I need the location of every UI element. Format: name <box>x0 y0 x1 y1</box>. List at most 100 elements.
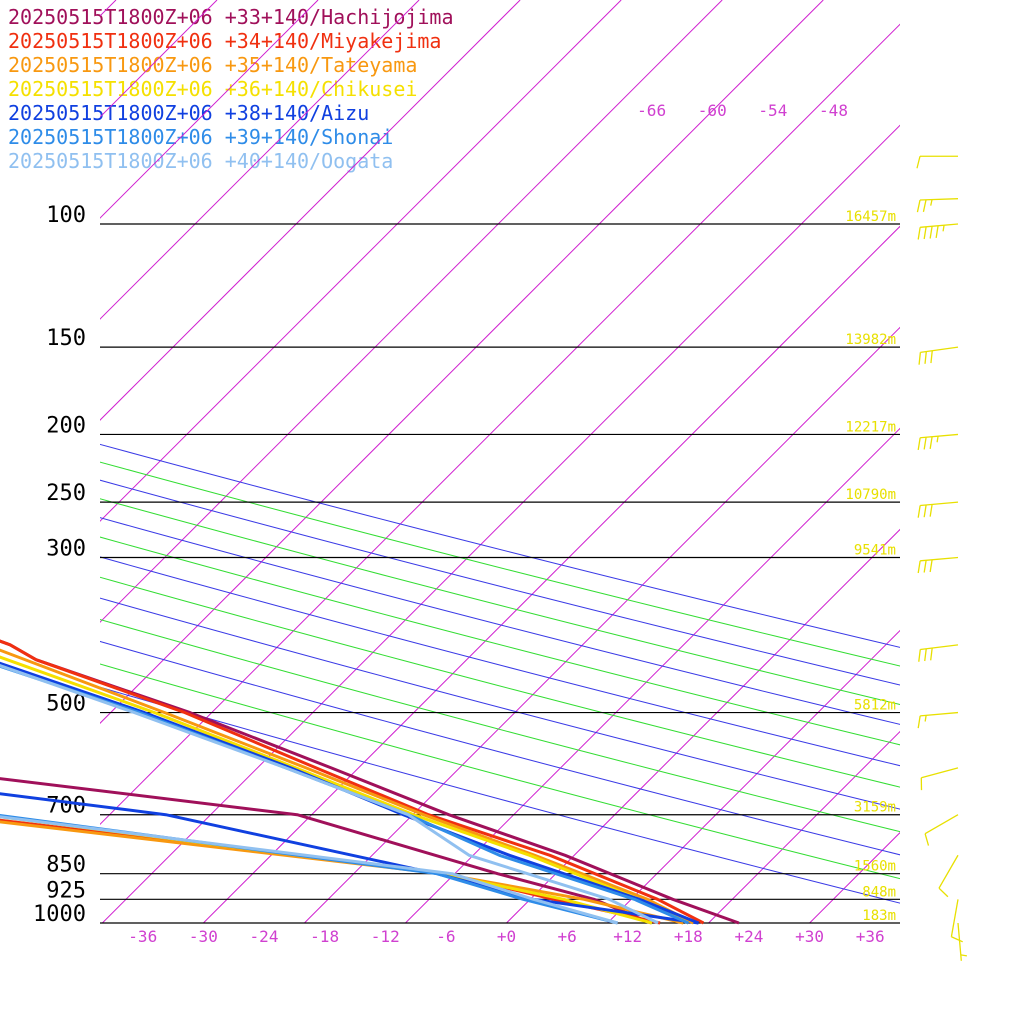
temperature-line-1 <box>0 639 705 925</box>
pressure-label: 150 <box>46 326 86 351</box>
dry-adiabat-line <box>100 618 900 833</box>
legend-entry-shonai: 20250515T1800Z+06 +39+140/Shonai <box>8 125 394 149</box>
dry-adiabat-line <box>100 686 900 904</box>
dry-adiabat-line <box>100 576 900 788</box>
chart-legend: 20250515T1800Z+06 +33+140/Hachijojima 20… <box>8 5 454 173</box>
dewpoint-line-5 <box>0 813 618 925</box>
isotherm-line <box>101 124 900 923</box>
isotherm-line <box>100 0 622 522</box>
temperature-line-2 <box>0 648 695 925</box>
dry-adiabat-line <box>100 443 900 648</box>
temperature-tick-label: +6 <box>557 927 576 946</box>
temperature-tick-label: +36 <box>856 927 885 946</box>
isotherm-line <box>100 0 420 320</box>
isotherm-line <box>203 225 900 923</box>
height-label: 3159m <box>854 800 896 816</box>
pressure-label: 700 <box>46 794 86 819</box>
temperature-tick-label: +24 <box>735 927 764 946</box>
temperature-tick-label: -36 <box>128 927 157 946</box>
wind-barb <box>916 198 959 213</box>
dewpoint-line-0 <box>0 777 652 925</box>
wind-barb <box>920 767 959 791</box>
dry-adiabat-line <box>100 640 900 856</box>
isotherm-line <box>809 831 900 923</box>
height-label: 10790m <box>845 487 896 503</box>
isotherm-top-label: -66 <box>637 101 666 120</box>
dewpoint-line-1 <box>0 818 661 925</box>
dewpoint-line-3 <box>0 815 653 925</box>
temperature-line-6 <box>0 664 659 925</box>
temperature-tick-label: -30 <box>189 927 218 946</box>
isotherm-top-label: -48 <box>819 101 848 120</box>
height-label: 183m <box>862 908 896 924</box>
wind-barb <box>918 346 959 365</box>
pressure-label: 925 <box>46 878 86 903</box>
height-label: 16457m <box>845 209 896 225</box>
wind-barb <box>924 814 959 846</box>
legend-entry-oogata: 20250515T1800Z+06 +40+140/Oogata <box>8 149 394 173</box>
height-label: 5812m <box>854 698 896 714</box>
dewpoint-line-2 <box>0 820 684 925</box>
temperature-tick-label: -24 <box>250 927 279 946</box>
temperature-tick-label: +0 <box>497 927 516 946</box>
temperature-tick-label: +30 <box>795 927 824 946</box>
isotherm-line <box>100 0 218 118</box>
pressure-label: 200 <box>46 413 86 438</box>
legend-entry-aizu: 20250515T1800Z+06 +38+140/Aizu <box>8 101 370 125</box>
dry-adiabat-line <box>100 536 900 746</box>
isotherm-top-label: -54 <box>758 101 787 120</box>
isotherm-line <box>708 730 900 923</box>
height-label: 1560m <box>854 859 896 875</box>
temperature-tick-label: +18 <box>674 927 703 946</box>
height-label: 12217m <box>845 419 896 435</box>
plot-area <box>100 0 1024 923</box>
wind-barbs <box>916 155 967 961</box>
pressure-label: 250 <box>46 481 86 506</box>
temperature-line-5 <box>0 664 690 925</box>
wind-barb <box>917 556 959 574</box>
isotherm-line <box>607 629 900 923</box>
wind-barb <box>957 922 967 961</box>
dry-adiabat-line <box>100 498 900 706</box>
pressure-label: 100 <box>46 203 86 228</box>
isotherm-line <box>100 0 521 421</box>
dry-adiabat-line <box>100 461 900 667</box>
temperature-tick-label: -18 <box>310 927 339 946</box>
legend-entry-tateyama: 20250515T1800Z+06 +35+140/Tateyama <box>8 53 418 77</box>
dry-adiabat-line <box>100 597 900 810</box>
temperature-line-0 <box>0 639 740 925</box>
temperature-tick-label: -12 <box>371 927 400 946</box>
dry-adiabat-line <box>100 479 900 686</box>
dry-adiabat-line <box>100 556 900 767</box>
legend-entry-miyakejima: 20250515T1800Z+06 +34+140/Miyakejima <box>8 29 442 53</box>
wind-barb <box>917 223 959 240</box>
temperature-tick-label: +12 <box>613 927 642 946</box>
wind-barb <box>917 501 959 518</box>
isotherm-line <box>100 23 900 826</box>
dry-adiabat-line <box>100 517 900 725</box>
isotherm-line <box>911 0 1024 923</box>
temperature-line-3 <box>0 655 690 925</box>
isotherm-line <box>100 0 319 219</box>
wind-barb <box>916 155 958 169</box>
isotherm-line <box>100 0 824 724</box>
wind-barb <box>917 433 959 451</box>
legend-entry-hachijojima: 20250515T1800Z+06 +33+140/Hachijojima <box>8 5 454 29</box>
height-label: 9541m <box>854 543 896 559</box>
pressure-label: 1000 <box>33 902 86 927</box>
wind-barb <box>950 899 963 943</box>
isotherm-top-label: -60 <box>698 101 727 120</box>
isotherm-line <box>304 326 900 923</box>
dewpoint-line-6 <box>0 815 619 925</box>
wind-barb <box>917 711 959 729</box>
height-label: 848m <box>862 884 896 900</box>
legend-entry-chikusei: 20250515T1800Z+06 +36+140/Chikusei <box>8 77 418 101</box>
dry-adiabat-line <box>100 663 900 880</box>
isotherm-line <box>506 528 900 923</box>
pressure-label: 850 <box>46 853 86 878</box>
sounding-profiles <box>0 639 740 925</box>
temperature-line-4 <box>0 661 700 925</box>
wind-barb <box>938 854 959 898</box>
height-label: 13982m <box>845 332 896 348</box>
